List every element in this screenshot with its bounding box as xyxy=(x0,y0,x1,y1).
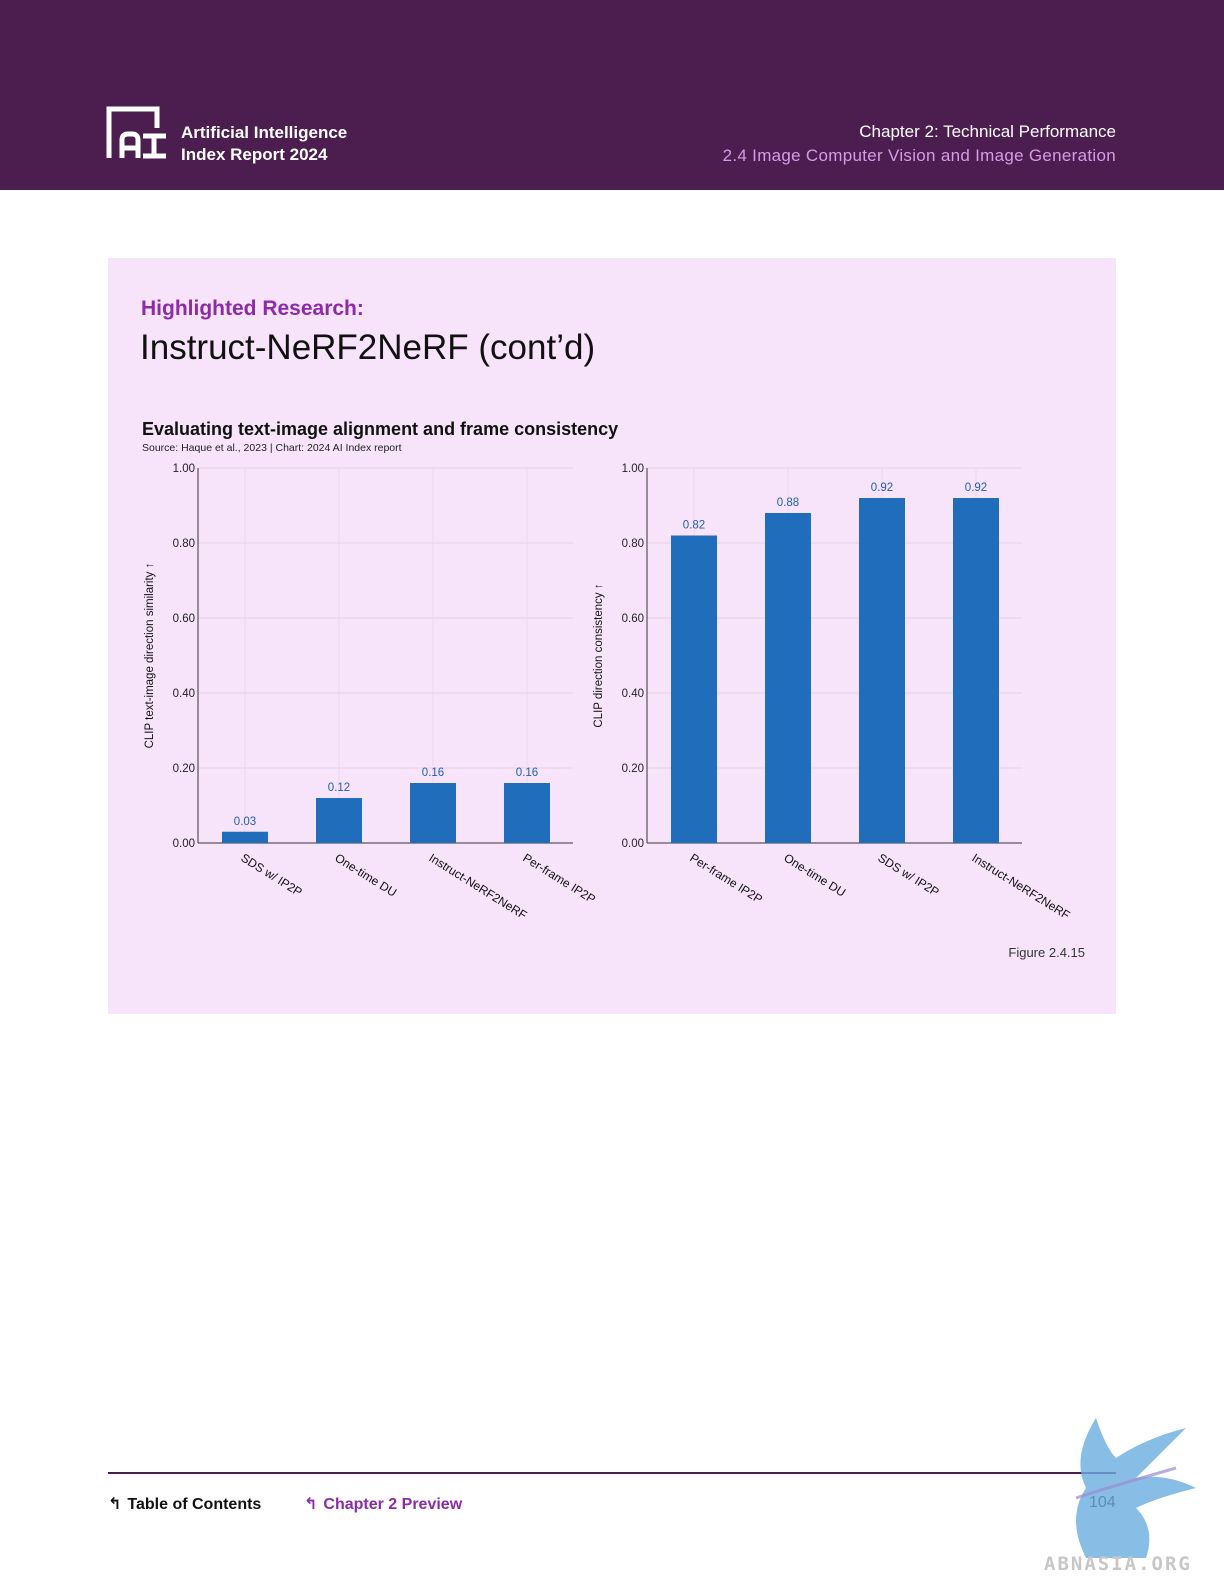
bar xyxy=(410,783,456,843)
bar xyxy=(671,535,717,843)
data-label: 0.92 xyxy=(871,482,893,494)
data-label: 0.82 xyxy=(683,520,705,532)
table-of-contents-link[interactable]: ↰ Table of Contents xyxy=(108,1494,261,1514)
y-tick-label: 0.60 xyxy=(173,613,195,625)
bar xyxy=(859,498,905,843)
y-tick-label: 0.40 xyxy=(173,688,195,700)
y-tick-label: 0.40 xyxy=(622,688,644,700)
x-category-label: Instruct-NeRF2NeRF xyxy=(426,851,529,923)
toc-label: Table of Contents xyxy=(127,1496,262,1513)
footer-divider xyxy=(108,1472,1116,1474)
bar xyxy=(316,798,362,843)
griffin-watermark-icon xyxy=(1075,1418,1196,1558)
return-arrow-icon: ↰ xyxy=(108,1496,122,1513)
x-category-label: SDS w/ IP2P xyxy=(875,851,941,900)
figure-label: Figure 2.4.15 xyxy=(1008,945,1085,960)
y-tick-label: 0.00 xyxy=(173,838,195,850)
y-axis-title: CLIP direction consistency ↑ xyxy=(593,583,605,727)
chart-source: Source: Haque et al., 2023 | Chart: 2024… xyxy=(142,442,402,454)
page-title: Instruct-NeRF2NeRF (cont’d) xyxy=(140,328,596,367)
bar xyxy=(222,831,268,843)
data-label: 0.92 xyxy=(965,482,987,494)
data-label: 0.88 xyxy=(777,497,799,509)
x-category-label: One-time DU xyxy=(332,851,399,900)
y-tick-label: 0.80 xyxy=(622,538,644,550)
x-category-label: Per-frame IP2P xyxy=(520,851,598,907)
x-category-label: SDS w/ IP2P xyxy=(238,851,304,900)
y-axis-title: CLIP text-image direction similarity ↑ xyxy=(144,563,156,749)
watermark-text: ABNASIA.ORG xyxy=(1044,1553,1192,1575)
y-tick-label: 0.20 xyxy=(173,763,195,775)
chart-title: Evaluating text-image alignment and fram… xyxy=(142,419,619,439)
brand-name: Artificial Intelligence Index Report 202… xyxy=(181,122,347,166)
x-category-label: One-time DU xyxy=(781,851,848,900)
data-label: 0.03 xyxy=(234,816,256,828)
data-label: 0.12 xyxy=(328,782,350,794)
data-label: 0.16 xyxy=(422,767,444,779)
panel-eyebrow: Highlighted Research: xyxy=(141,297,364,320)
section-title: 2.4 Image Computer Vision and Image Gene… xyxy=(722,146,1116,165)
bar xyxy=(953,498,999,843)
chapter-preview-label: Chapter 2 Preview xyxy=(323,1496,463,1513)
chapter-heading: Chapter 2: Technical Performance 2.4 Ima… xyxy=(723,120,1116,168)
data-label: 0.16 xyxy=(516,767,538,779)
y-tick-label: 1.00 xyxy=(173,463,195,475)
bar xyxy=(504,783,550,843)
bar xyxy=(765,513,811,843)
ai-index-logo-icon xyxy=(106,106,166,159)
y-tick-label: 0.80 xyxy=(173,538,195,550)
x-category-label: Instruct-NeRF2NeRF xyxy=(969,851,1072,923)
page-header: Artificial Intelligence Index Report 202… xyxy=(0,0,1224,190)
highlight-panel xyxy=(108,258,1116,1014)
return-arrow-icon: ↰ xyxy=(304,1496,318,1513)
brand-line-2: Index Report 2024 xyxy=(181,145,328,164)
x-category-label: Per-frame IP2P xyxy=(687,851,765,907)
chapter-title: Chapter 2: Technical Performance xyxy=(859,122,1116,141)
brand-line-1: Artificial Intelligence xyxy=(181,123,348,142)
y-tick-label: 1.00 xyxy=(622,463,644,475)
chapter-preview-link[interactable]: ↰ Chapter 2 Preview xyxy=(304,1494,462,1514)
y-tick-label: 0.60 xyxy=(622,613,644,625)
y-tick-label: 0.20 xyxy=(622,763,644,775)
bar-charts: 0.00 0.20 0.40 0.60 0.80 1.00 0.03 SDS w/ IP2P 0… xyxy=(144,463,1072,923)
y-tick-label: 0.00 xyxy=(622,838,644,850)
